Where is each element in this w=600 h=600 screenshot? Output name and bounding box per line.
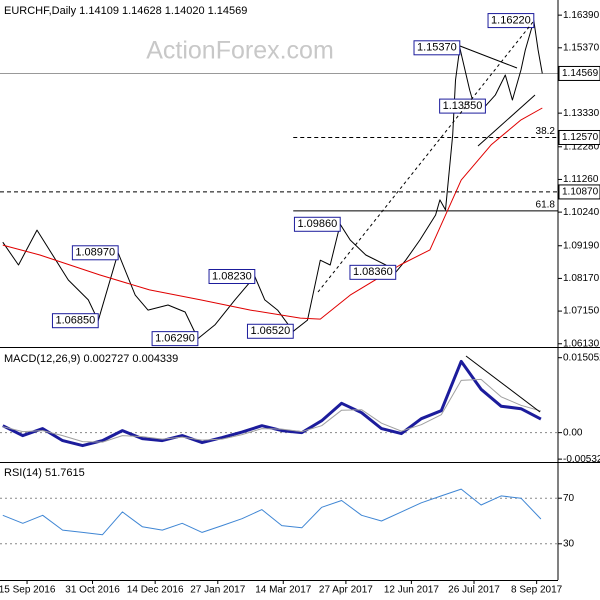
annotation-label: 1.09860	[297, 218, 337, 230]
y-tick-label: 1.11260	[563, 174, 599, 185]
annotation-label: 1.16220	[491, 14, 531, 26]
watermark: ActionForex.com	[146, 37, 334, 65]
y-tick-label: 70	[563, 493, 575, 504]
y-tick-label: 1.07150	[563, 306, 600, 317]
panel-title: MACD(12,26,9) 0.002727 0.004339	[4, 353, 178, 365]
level-box	[558, 129, 600, 145]
x-tick-label: 12 Jun 2017	[384, 585, 439, 596]
y-tick-label: 0.015052	[563, 352, 600, 363]
annotation-label: 1.06850	[55, 315, 95, 327]
x-tick-label: 27 Jan 2017	[190, 585, 245, 596]
annotation-box	[208, 268, 256, 284]
retracement-label: 38.2	[536, 126, 556, 137]
annotation-box	[413, 40, 461, 56]
annotation-label: 1.08970	[75, 247, 115, 259]
series-line	[2, 378, 542, 443]
plot-layers: EURCHF,Daily 1.14109 1.14628 1.14020 1.1…	[0, 5, 600, 596]
level-box	[558, 184, 600, 200]
x-tick-label: 27 Apr 2017	[319, 585, 373, 596]
annotation-label: 1.06520	[250, 325, 290, 337]
annotation-label: 1.06290	[155, 333, 195, 345]
annotation: 1.06290	[151, 331, 199, 347]
annotation: 1.08230	[208, 268, 256, 284]
annotation: 1.13550	[439, 98, 486, 114]
annotation-box	[293, 216, 341, 232]
y-tick-label: 1.13330	[563, 108, 600, 119]
x-tick-label: 14 Dec 2016	[127, 585, 184, 596]
level-label: 1.14569	[562, 68, 599, 79]
y-tick-label: -0.005321	[563, 454, 600, 465]
annotation-box	[151, 331, 199, 347]
y-tick-label: 1.08170	[563, 273, 600, 284]
annotation-box	[349, 264, 397, 280]
annotation: 1.16220	[487, 13, 535, 29]
annotation-box	[51, 313, 99, 329]
x-tick-label: 26 Jul 2017	[448, 585, 500, 596]
panel-title: RSI(14) 51.7615	[4, 467, 85, 479]
annotation-label: 1.08360	[353, 266, 393, 278]
level-label: 1.12570	[562, 132, 599, 143]
panel-title: EURCHF,Daily 1.14109 1.14628 1.14020 1.1…	[4, 5, 247, 17]
y-tick-label: 1.06130	[563, 338, 600, 349]
annotation: 1.08360	[349, 264, 397, 280]
level-label: 1.10870	[562, 187, 599, 198]
series-line	[2, 20, 543, 340]
annotation: 1.15370	[413, 40, 461, 56]
annotation-box	[439, 98, 486, 114]
annotation: 1.06520	[246, 323, 294, 339]
y-tick-label: 30	[563, 538, 575, 549]
macd-trend-line	[465, 355, 541, 413]
level-box	[558, 65, 600, 81]
x-tick-label: 14 Mar 2017	[255, 585, 312, 596]
annotation-box	[246, 323, 294, 339]
triangle-line	[459, 45, 518, 69]
triangle-line	[477, 94, 536, 147]
series-line	[2, 359, 542, 448]
annotation: 1.09860	[293, 216, 341, 232]
y-tick-label: 0.00	[563, 427, 583, 438]
annotation-label: 1.13550	[443, 100, 483, 112]
annotation: 1.08970	[71, 245, 119, 261]
annotation: 1.06850	[51, 313, 99, 329]
x-tick-label: 8 Sep 2017	[511, 585, 563, 596]
annotation-box	[487, 13, 535, 29]
annotation-label: 1.08230	[212, 270, 252, 282]
retracement-label: 61.8	[536, 199, 556, 210]
x-tick-label: 31 Oct 2016	[65, 585, 120, 596]
y-tick-label: 1.12280	[563, 141, 600, 152]
x-tick-label: 15 Sep 2016	[0, 585, 56, 596]
y-tick-label: 1.10240	[563, 207, 600, 218]
y-tick-label: 1.09190	[563, 240, 600, 251]
annotation-label: 1.15370	[417, 42, 457, 54]
series-line	[2, 488, 542, 536]
annotation-box	[71, 245, 119, 261]
series-line	[2, 107, 543, 320]
y-tick-label: 1.15370	[563, 42, 600, 53]
y-tick-label: 1.16390	[563, 10, 600, 21]
